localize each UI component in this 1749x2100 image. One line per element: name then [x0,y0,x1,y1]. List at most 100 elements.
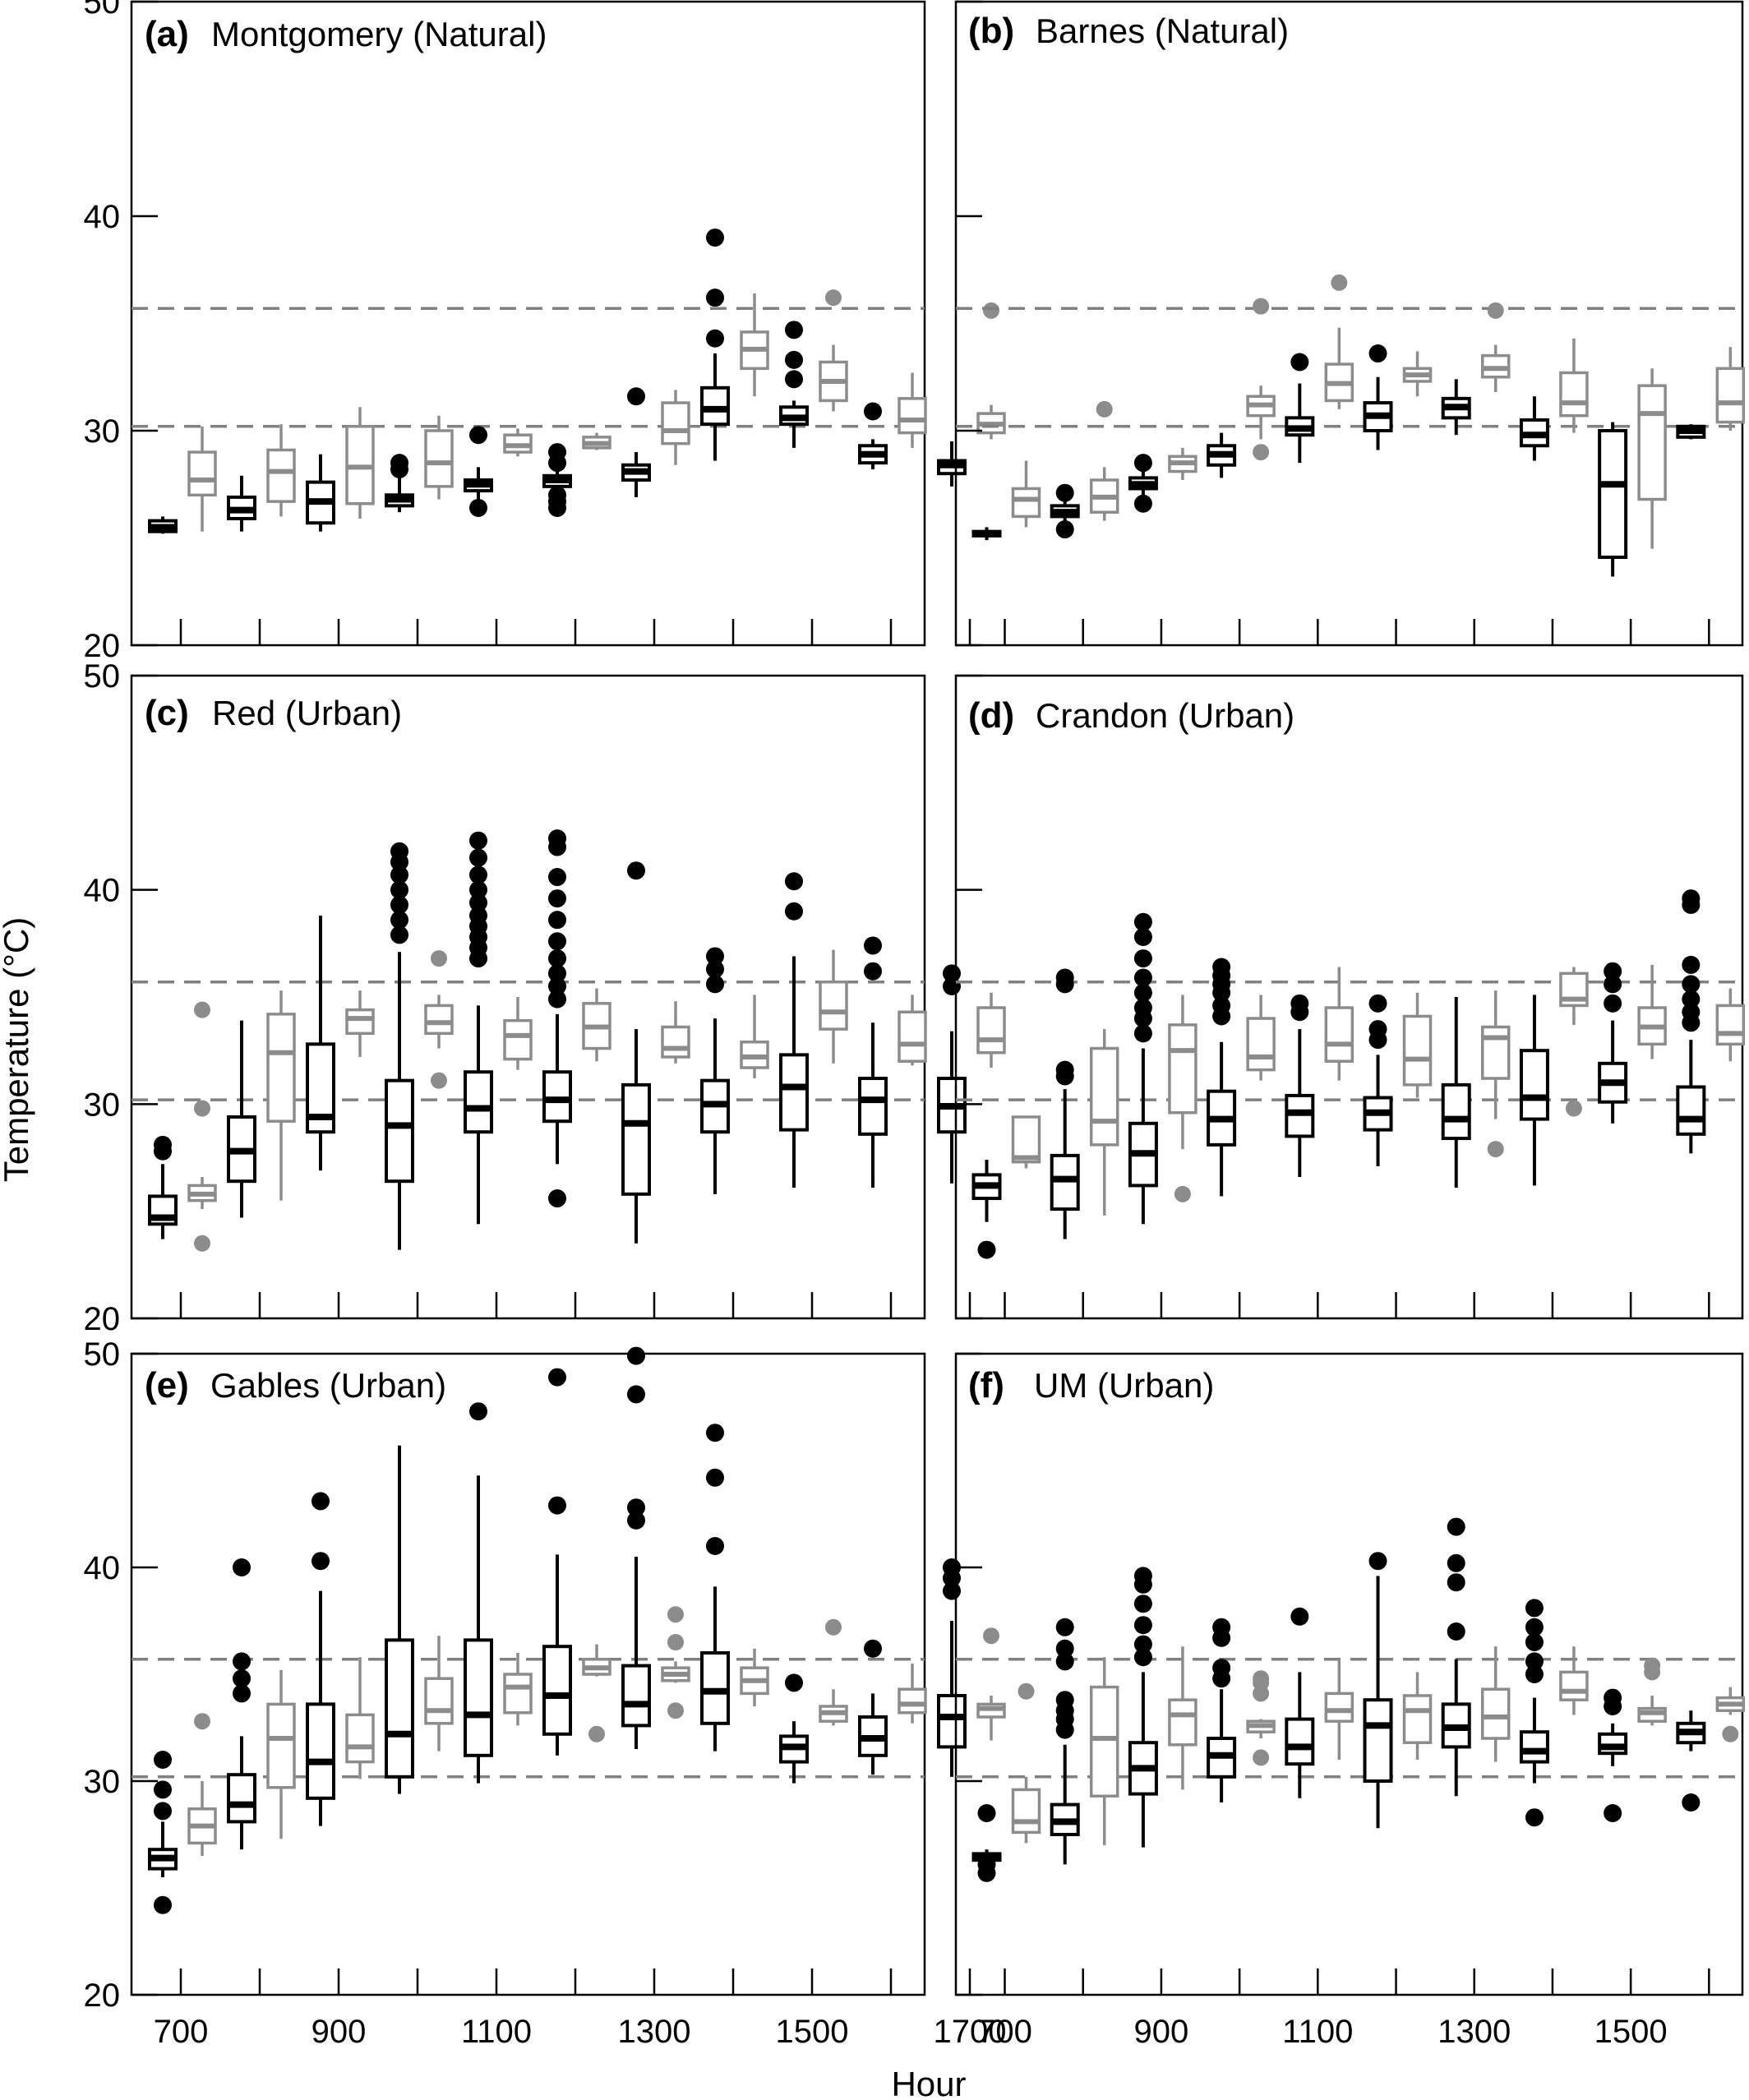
outlier-point [983,1627,999,1645]
outlier-point [469,880,487,899]
panel-c-letter: (c) [145,693,189,733]
outlier-point [864,402,882,421]
predicted-box-700 [187,1713,217,1856]
predicted-box-900 [345,990,375,1057]
iqr-box [1285,1717,1315,1766]
panel-a-title: Montgomery (Natural) [211,15,547,53]
outlier-point [864,1639,882,1658]
predicted-box-1200 [1402,1672,1433,1760]
outlier-point [1682,990,1701,1008]
outlier-point [1604,975,1622,994]
outlier-point [154,1802,172,1821]
predicted-box-1400 [740,995,769,1079]
outlier-point [1368,1552,1387,1571]
outlier-point [233,1684,251,1703]
outlier-point [390,925,408,944]
predicted-box-1500 [1637,1657,1667,1726]
outlier-point [1604,994,1622,1013]
outlier-point [1055,520,1074,539]
panel-2-plot: 20 30 40 50 [84,658,1006,1337]
panel-e-letter: (e) [145,1365,189,1405]
iqr-box [1715,1004,1746,1046]
outlier-point [1682,955,1701,974]
predicted-box-1400 [1559,1646,1589,1715]
predicted-box-1400 [740,293,769,397]
outlier-point [1133,1024,1152,1043]
panel-f-title: UM (Urban) [1034,1366,1214,1405]
observed-box-1200 [542,829,572,1208]
outlier-point [1682,1793,1701,1812]
panel-d-title: Crandon (Urban) [1036,696,1294,735]
observed-box-1600 [858,402,888,469]
iqr-box [898,1010,927,1063]
outlier-point [390,454,408,473]
y-tick-label: 30 [84,413,121,450]
outlier-point [1212,996,1231,1015]
predicted-box-1300 [1480,1646,1511,1762]
outlier-point [1133,454,1152,473]
outlier-point [1133,928,1152,947]
outlier-point [469,831,487,850]
outlier-point [785,321,803,339]
panel-frame [954,1352,1744,1996]
predicted-box-1300 [1480,302,1511,393]
observed-box-700 [148,1135,178,1239]
iqr-box [1168,1698,1198,1747]
observed-box-700 [148,1751,178,1914]
observed-box-1600 [1676,1710,1706,1812]
outlier-point [548,829,566,848]
observed-box-1200 [1363,1552,1393,1829]
predicted-box-1500 [1637,368,1667,549]
observed-box-1100 [464,426,493,517]
predicted-box-1000 [1246,995,1276,1081]
observed-box-1700 [937,441,967,487]
outlier-point [469,848,487,867]
outlier-point [785,350,803,369]
observed-box-900 [306,915,335,1171]
outlier-point [667,1634,684,1650]
iqr-box [661,1025,690,1059]
predicted-box-1100 [1324,1659,1354,1760]
outlier-point [1368,344,1387,363]
predicted-box-1100 [1324,274,1354,409]
panel-frame [954,674,1744,1320]
predicted-box-1500 [1637,964,1667,1059]
y-tick-label: 20 [84,1978,121,2014]
predicted-box-1300 [661,1606,690,1719]
y-tick-label: 30 [84,1087,121,1123]
observed-box-1500 [1598,1688,1628,1822]
outlier-point [233,1669,251,1688]
outlier-point [1525,1652,1544,1671]
x-tick-label: 1500 [1594,2014,1668,2050]
observed-box-1000 [385,842,414,1250]
outlier-point [1253,1670,1270,1687]
outlier-point [1133,1635,1152,1654]
outlier-point [390,842,408,861]
outlier-point [548,486,566,505]
predicted-box-700 [187,1001,217,1252]
predicted-box-1000 [424,950,454,1089]
iqr-box [858,1077,888,1136]
observed-box-1300 [1441,379,1471,436]
predicted-box-1300 [661,1001,690,1064]
outlier-point [1018,1682,1035,1700]
outlier-point [548,932,566,951]
outlier-point [390,865,408,884]
y-tick-label: 50 [84,658,121,695]
outlier-point [1253,444,1270,461]
iqr-box [779,1053,809,1132]
iqr-box [1559,1670,1589,1701]
outlier-point [311,1552,330,1571]
predicted-box-800 [266,424,296,517]
panel-frame [130,674,926,1320]
outlier-point [706,288,724,307]
iqr-box [187,450,217,497]
outlier-point [1368,994,1387,1013]
iqr-box [1715,367,1746,424]
outlier-point [1212,1618,1231,1636]
predicted-box-1700 [976,992,1006,1068]
panel-0-plot: 20 30 40 50 [84,0,1006,664]
x-tick-label: 1500 [776,2014,849,2050]
observed-box-800 [227,1020,256,1218]
outlier-point [1096,400,1113,418]
